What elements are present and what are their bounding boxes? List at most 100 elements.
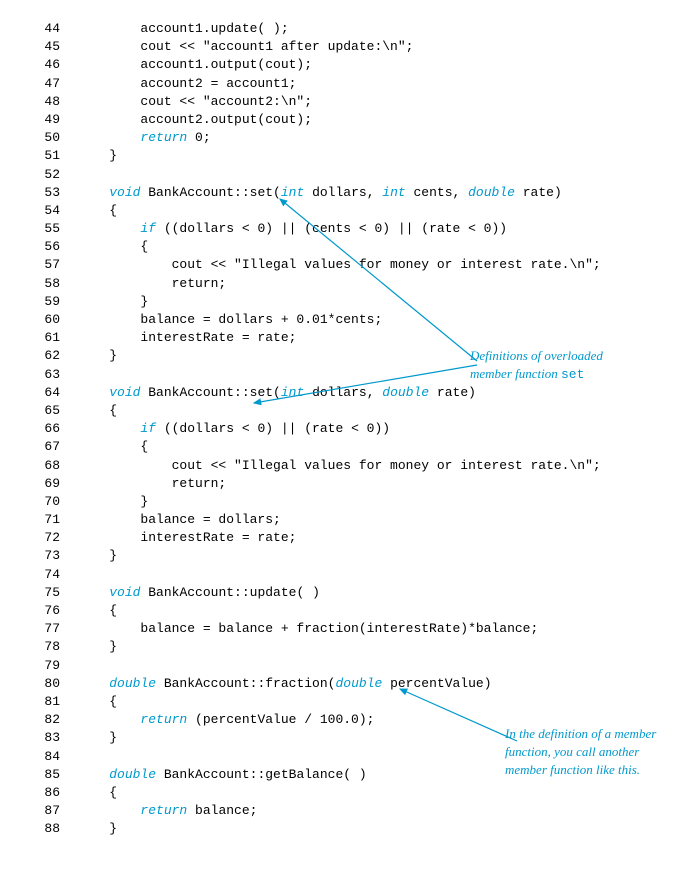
annotation-code: set	[561, 367, 584, 382]
code-content: {	[78, 693, 117, 711]
code-line: 51 }	[30, 147, 670, 165]
code-line: 74	[30, 566, 670, 584]
line-number: 84	[30, 748, 60, 766]
line-number: 56	[30, 238, 60, 256]
line-number: 79	[30, 657, 60, 675]
code-content: cout << "Illegal values for money or int…	[78, 256, 601, 274]
code-line: 70 }	[30, 493, 670, 511]
line-number: 46	[30, 56, 60, 74]
annotation-text: In the definition of a member	[505, 726, 656, 741]
code-listing: 44 account1.update( );45 cout << "accoun…	[30, 20, 670, 838]
code-content: return;	[78, 275, 226, 293]
code-content: }	[78, 729, 117, 747]
line-number: 86	[30, 784, 60, 802]
code-line: 47 account2 = account1;	[30, 75, 670, 93]
line-number: 58	[30, 275, 60, 293]
code-content: balance = dollars;	[78, 511, 281, 529]
code-line: 46 account1.output(cout);	[30, 56, 670, 74]
line-number: 52	[30, 166, 60, 184]
code-content: balance = balance + fraction(interestRat…	[78, 620, 538, 638]
annotation-text: member function like this.	[505, 762, 640, 777]
line-number: 64	[30, 384, 60, 402]
code-content: balance = dollars + 0.01*cents;	[78, 311, 382, 329]
code-line: 61 interestRate = rate;	[30, 329, 670, 347]
code-content: return 0;	[78, 129, 211, 147]
code-content: if ((dollars < 0) || (rate < 0))	[78, 420, 390, 438]
code-line: 81 {	[30, 693, 670, 711]
line-number: 61	[30, 329, 60, 347]
line-number: 85	[30, 766, 60, 784]
line-number: 45	[30, 38, 60, 56]
code-content: account1.update( );	[78, 20, 289, 38]
line-number: 69	[30, 475, 60, 493]
code-line: 59 }	[30, 293, 670, 311]
code-line: 80 double BankAccount::fraction(double p…	[30, 675, 670, 693]
code-line: 49 account2.output(cout);	[30, 111, 670, 129]
code-content: return;	[78, 475, 226, 493]
code-line: 79	[30, 657, 670, 675]
line-number: 47	[30, 75, 60, 93]
code-content: }	[78, 147, 117, 165]
annotation-membercall: In the definition of a member function, …	[505, 725, 656, 780]
code-content: void BankAccount::set(int dollars, int c…	[78, 184, 562, 202]
line-number: 82	[30, 711, 60, 729]
annotation-text: Definitions of overloaded	[470, 348, 603, 363]
line-number: 73	[30, 547, 60, 565]
annotation-text: member function	[470, 366, 558, 381]
code-line: 50 return 0;	[30, 129, 670, 147]
code-content: void BankAccount::set(int dollars, doubl…	[78, 384, 476, 402]
code-line: 44 account1.update( );	[30, 20, 670, 38]
code-content: double BankAccount::getBalance( )	[78, 766, 367, 784]
line-number: 77	[30, 620, 60, 638]
code-content: {	[78, 438, 148, 456]
line-number: 63	[30, 366, 60, 384]
line-number: 62	[30, 347, 60, 365]
code-content: cout << "Illegal values for money or int…	[78, 457, 601, 475]
line-number: 44	[30, 20, 60, 38]
code-line: 58 return;	[30, 275, 670, 293]
code-content: return (percentValue / 100.0);	[78, 711, 374, 729]
line-number: 67	[30, 438, 60, 456]
code-content: account2.output(cout);	[78, 111, 312, 129]
code-line: 64 void BankAccount::set(int dollars, do…	[30, 384, 670, 402]
code-content: }	[78, 493, 148, 511]
line-number: 74	[30, 566, 60, 584]
code-line: 60 balance = dollars + 0.01*cents;	[30, 311, 670, 329]
code-line: 54 {	[30, 202, 670, 220]
line-number: 87	[30, 802, 60, 820]
code-line: 75 void BankAccount::update( )	[30, 584, 670, 602]
code-line: 73 }	[30, 547, 670, 565]
code-content: double BankAccount::fraction(double perc…	[78, 675, 492, 693]
code-line: 57 cout << "Illegal values for money or …	[30, 256, 670, 274]
code-line: 65 {	[30, 402, 670, 420]
line-number: 54	[30, 202, 60, 220]
code-content: }	[78, 820, 117, 838]
code-line: 52	[30, 166, 670, 184]
line-number: 68	[30, 457, 60, 475]
code-line: 55 if ((dollars < 0) || (cents < 0) || (…	[30, 220, 670, 238]
code-content: cout << "account1 after update:\n";	[78, 38, 413, 56]
line-number: 83	[30, 729, 60, 747]
line-number: 59	[30, 293, 60, 311]
line-number: 49	[30, 111, 60, 129]
code-content: interestRate = rate;	[78, 529, 296, 547]
code-line: 78 }	[30, 638, 670, 656]
code-line: 66 if ((dollars < 0) || (rate < 0))	[30, 420, 670, 438]
code-line: 56 {	[30, 238, 670, 256]
code-content: {	[78, 402, 117, 420]
code-content: {	[78, 602, 117, 620]
code-line: 77 balance = balance + fraction(interest…	[30, 620, 670, 638]
line-number: 65	[30, 402, 60, 420]
code-content: {	[78, 202, 117, 220]
code-content: }	[78, 547, 117, 565]
code-content: }	[78, 638, 117, 656]
line-number: 60	[30, 311, 60, 329]
code-content: cout << "account2:\n";	[78, 93, 312, 111]
line-number: 55	[30, 220, 60, 238]
code-line: 69 return;	[30, 475, 670, 493]
code-content: {	[78, 238, 148, 256]
code-line: 67 {	[30, 438, 670, 456]
annotation-text: function, you call another	[505, 744, 639, 759]
line-number: 78	[30, 638, 60, 656]
line-number: 81	[30, 693, 60, 711]
